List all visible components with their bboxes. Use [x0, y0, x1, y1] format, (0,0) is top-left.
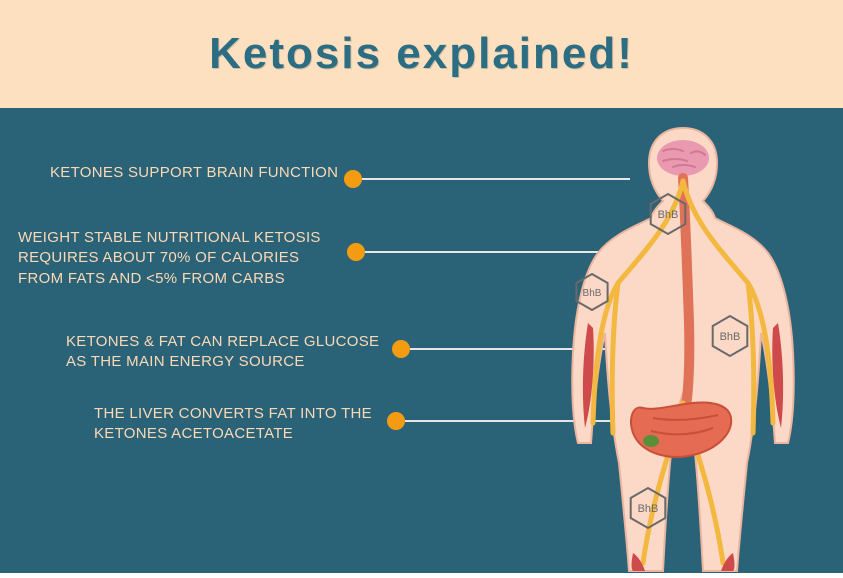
- callout-text: WEIGHT STABLE NUTRITIONAL KETOSIS REQUIR…: [18, 228, 348, 289]
- dot-icon: [344, 170, 362, 188]
- header: Ketosis explained!: [0, 0, 843, 108]
- esophagus-icon: [683, 178, 689, 423]
- page-title: Ketosis explained!: [209, 29, 634, 79]
- callout-brain: KETONES SUPPORT BRAIN FUNCTION: [50, 163, 360, 183]
- brain-icon: [657, 140, 709, 176]
- callout-text: KETONES & FAT CAN REPLACE GLUCOSE AS THE…: [66, 332, 396, 373]
- human-illustration: [533, 123, 833, 573]
- callout-text: KETONES SUPPORT BRAIN FUNCTION: [50, 163, 338, 183]
- dot-icon: [387, 412, 405, 430]
- callout-liver: THE LIVER CONVERTS FAT INTO THE KETONES …: [94, 404, 394, 445]
- gallbladder-icon: [643, 435, 659, 447]
- callout-macros: WEIGHT STABLE NUTRITIONAL KETOSIS REQUIR…: [18, 228, 348, 289]
- dot-icon: [392, 340, 410, 358]
- body-svg: [533, 123, 833, 573]
- callout-energy: KETONES & FAT CAN REPLACE GLUCOSE AS THE…: [66, 332, 396, 373]
- callout-text: THE LIVER CONVERTS FAT INTO THE KETONES …: [94, 404, 394, 445]
- dot-icon: [347, 243, 365, 261]
- main-panel: KETONES SUPPORT BRAIN FUNCTION WEIGHT ST…: [0, 108, 843, 573]
